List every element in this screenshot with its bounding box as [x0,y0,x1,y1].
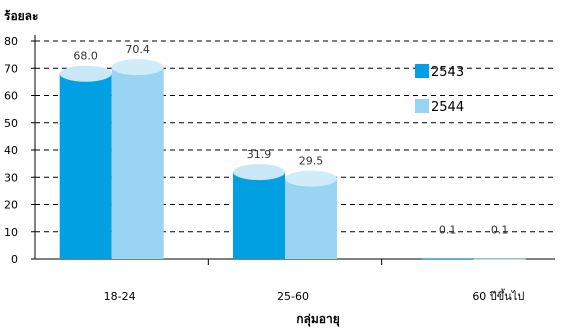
grid-lines [35,40,555,233]
y-tick-label: 50 [4,117,18,130]
y-tick-label: 10 [4,226,18,239]
data-label: 0.1 [491,224,509,237]
legend-label: 2544 [431,100,464,115]
data-label: 31.9 [247,148,272,161]
y-tick-label: 80 [4,35,18,48]
bar-2544 [285,178,337,259]
data-label: 68.0 [73,50,98,63]
bar-cap-2544 [111,59,164,76]
data-label: 70.4 [125,43,150,56]
bar-2543 [59,73,112,259]
data-label: 29.5 [299,155,324,168]
x-tick-label: 18-24 [104,290,136,303]
y-tick-label: 60 [4,90,18,103]
y-tick-label: 20 [4,199,18,212]
y-tick-label: 30 [4,171,18,184]
y-tick-label: 40 [4,144,18,157]
bar-cap-2544 [285,170,337,187]
y-tick-label: 0 [11,253,18,266]
bar-cap-2543 [233,164,285,181]
bar-2544 [111,67,164,259]
x-tick-label: 25-60 [277,290,309,303]
x-axis-title: กลุ่มอายุ [296,312,340,327]
data-label: 0.1 [439,224,457,237]
axes: 0 10 20 30 40 50 60 70 80 18-24 25-60 60 ปีขึ้นไป [4,35,555,303]
x-tick-label: 60 ปีขึ้นไป [472,288,524,303]
legend-swatch-2543 [415,64,429,78]
y-axis-title: ร้อยละ [4,9,38,23]
bar-2543 [421,258,474,260]
bar-cap-2543 [59,65,112,82]
bars [59,59,526,260]
y-tick-label: 70 [4,62,18,75]
bar-2543 [233,172,285,259]
legend-label: 2543 [431,65,464,80]
legend-swatch-2544 [415,99,429,113]
data-labels: 68.0 70.4 31.9 29.5 0.1 0.1 [73,43,508,237]
legend: 2543 2544 [415,64,464,115]
bar-2544 [473,258,526,260]
